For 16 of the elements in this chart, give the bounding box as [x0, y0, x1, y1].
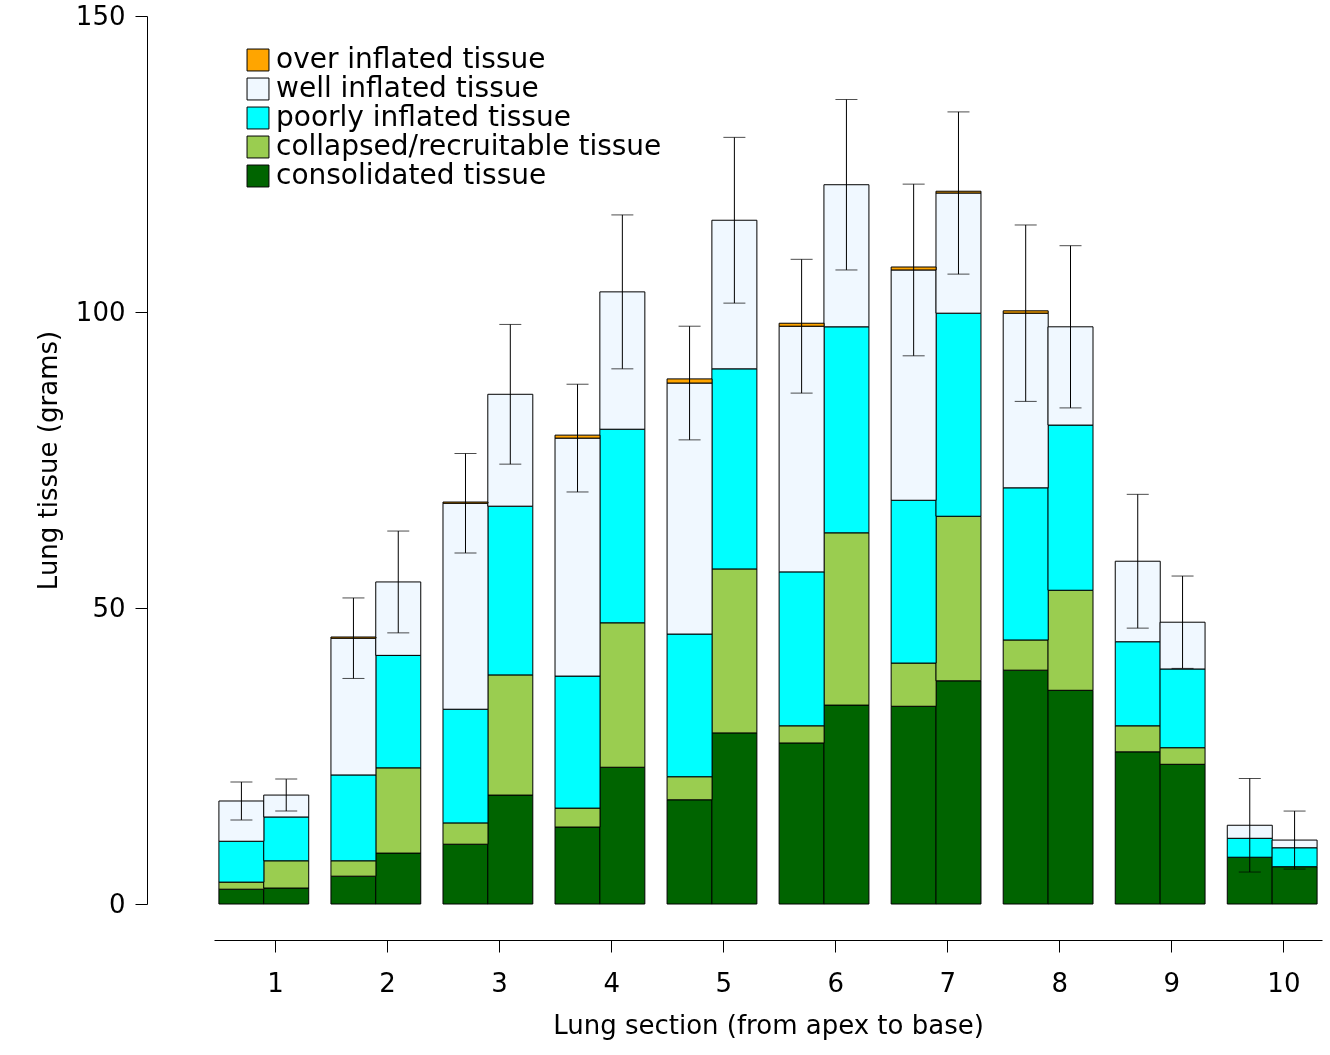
y-tick-label: 150: [75, 0, 126, 31]
x-tick-label: 1: [267, 967, 284, 998]
x-tick-label: 5: [715, 967, 732, 998]
x-tick-label: 9: [1163, 967, 1181, 998]
y-axis-title: Lung tissue (grams): [32, 330, 63, 591]
x-tick-label: 3: [491, 967, 508, 998]
y-tick-label: 100: [75, 296, 126, 327]
x-tick-label: 4: [603, 967, 620, 998]
x-tick-label: 2: [379, 967, 396, 998]
x-tick-label: 10: [1267, 967, 1301, 998]
y-tick-label: 50: [92, 592, 126, 623]
x-tick-label: 8: [1051, 967, 1069, 998]
x-axis-title: Lung section (from apex to base): [553, 1009, 984, 1040]
x-tick-label: 6: [827, 967, 844, 998]
y-tick-label: 0: [108, 888, 126, 919]
x-tick-label: 7: [939, 967, 957, 998]
